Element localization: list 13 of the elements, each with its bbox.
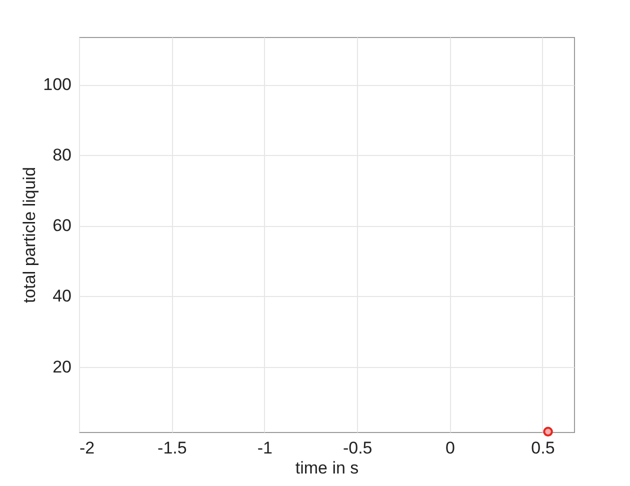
y-axis-title: total particle liquid [20, 166, 40, 304]
x-tick-label: 0 [446, 438, 456, 458]
x-axis-title: time in s [295, 458, 359, 478]
x-tick-label: -0.5 [342, 438, 372, 458]
x-tick-label: -1.5 [158, 438, 187, 458]
y-tick-label: 60 [52, 216, 72, 236]
x-tick-label: -2 [80, 438, 95, 458]
x-tick-label: 0.5 [531, 438, 555, 458]
y-tick-label: 20 [52, 357, 72, 376]
y-tick-label: 100 [43, 75, 72, 94]
x-tick-label: -1 [257, 438, 272, 458]
y-tick-label: 80 [52, 146, 72, 165]
y-tick-label: 40 [52, 286, 72, 306]
